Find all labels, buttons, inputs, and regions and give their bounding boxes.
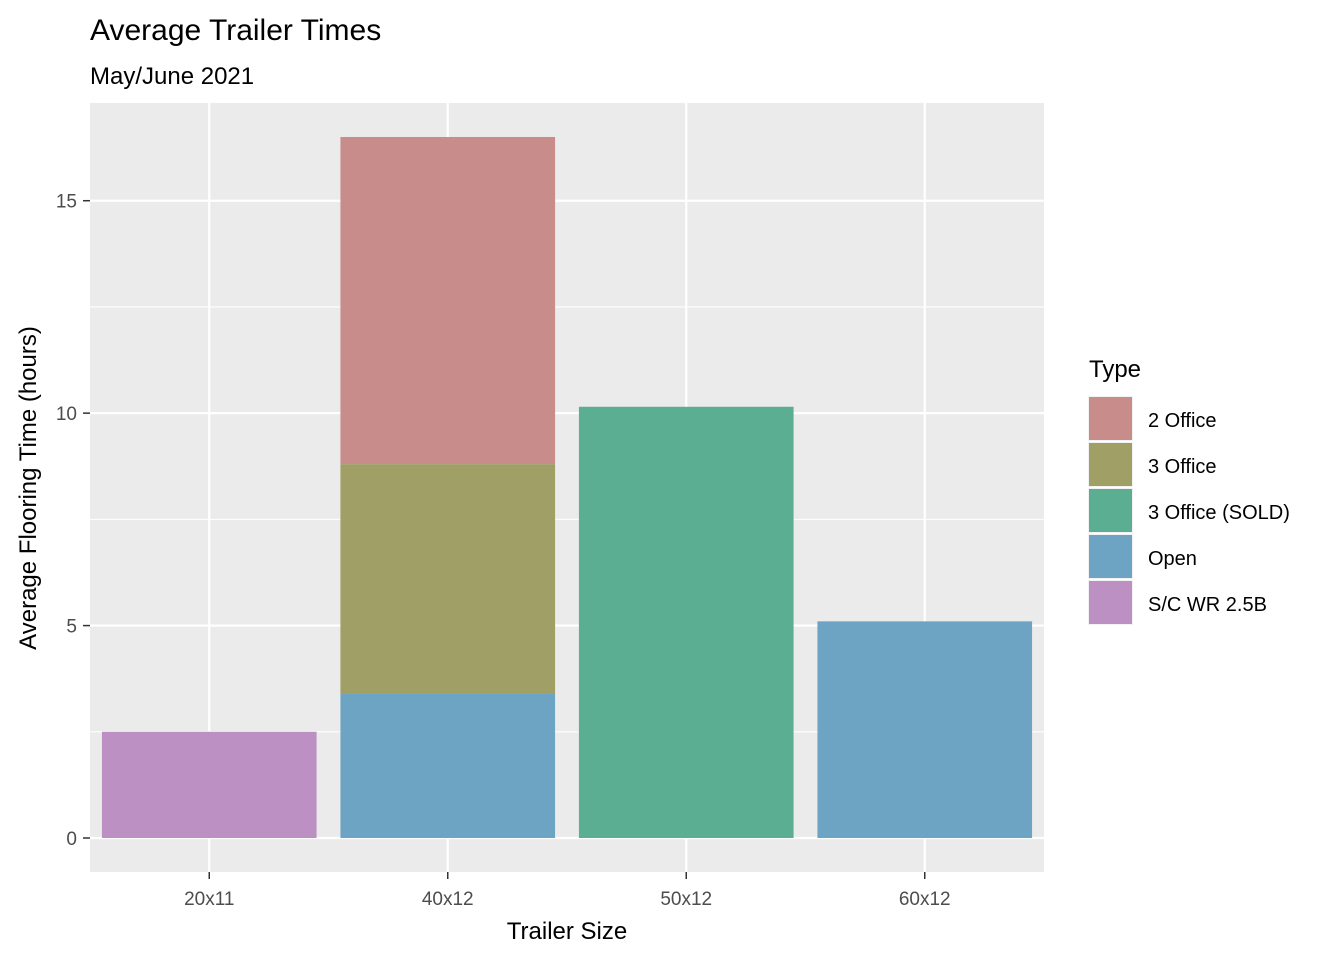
legend-label: 3 Office <box>1148 456 1217 478</box>
bars-layer <box>101 136 1033 839</box>
legend-swatch <box>1089 397 1132 440</box>
x-tick-label: 40x12 <box>422 889 474 910</box>
legend-label: S/C WR 2.5B <box>1148 594 1267 616</box>
bar-40x12-3-office <box>340 464 556 694</box>
bar-50x12-3-office-sold <box>578 406 794 839</box>
legend: Type 2 Office 3 Office 3 Office (SOLD) Open… <box>1088 356 1290 625</box>
legend-swatch <box>1089 443 1132 486</box>
y-tick-label: 15 <box>56 192 77 213</box>
legend-swatch <box>1089 535 1132 578</box>
y-axis: 0 5 10 15 <box>56 192 90 850</box>
legend-label: 3 Office (SOLD) <box>1148 502 1290 524</box>
bar-40x12-open <box>340 693 556 839</box>
y-tick-label: 10 <box>56 404 77 425</box>
bar-20x11-s-c-wr-2-5b <box>101 731 317 839</box>
y-tick-label: 5 <box>66 617 77 638</box>
x-axis-title: Trailer Size <box>507 918 627 945</box>
chart-title: Average Trailer Times <box>90 14 381 47</box>
legend-label: 2 Office <box>1148 410 1217 432</box>
chart-subtitle: May/June 2021 <box>90 63 254 90</box>
x-tick-label: 20x11 <box>184 889 234 910</box>
bar-40x12-2-office <box>340 136 556 465</box>
y-tick-label: 0 <box>66 829 77 850</box>
legend-title: Type <box>1089 356 1141 383</box>
x-tick-label: 50x12 <box>660 889 712 910</box>
x-axis: 20x11 40x12 50x12 60x12 <box>184 872 951 910</box>
y-axis-title: Average Flooring Time (hours) <box>15 326 42 650</box>
x-tick-label: 60x12 <box>899 889 951 910</box>
bar-60x12-open <box>817 621 1033 839</box>
legend-swatch <box>1089 581 1132 624</box>
legend-items: 2 Office 3 Office 3 Office (SOLD) Open S/C W… <box>1088 396 1290 625</box>
legend-swatch <box>1089 489 1132 532</box>
legend-label: Open <box>1148 548 1197 570</box>
